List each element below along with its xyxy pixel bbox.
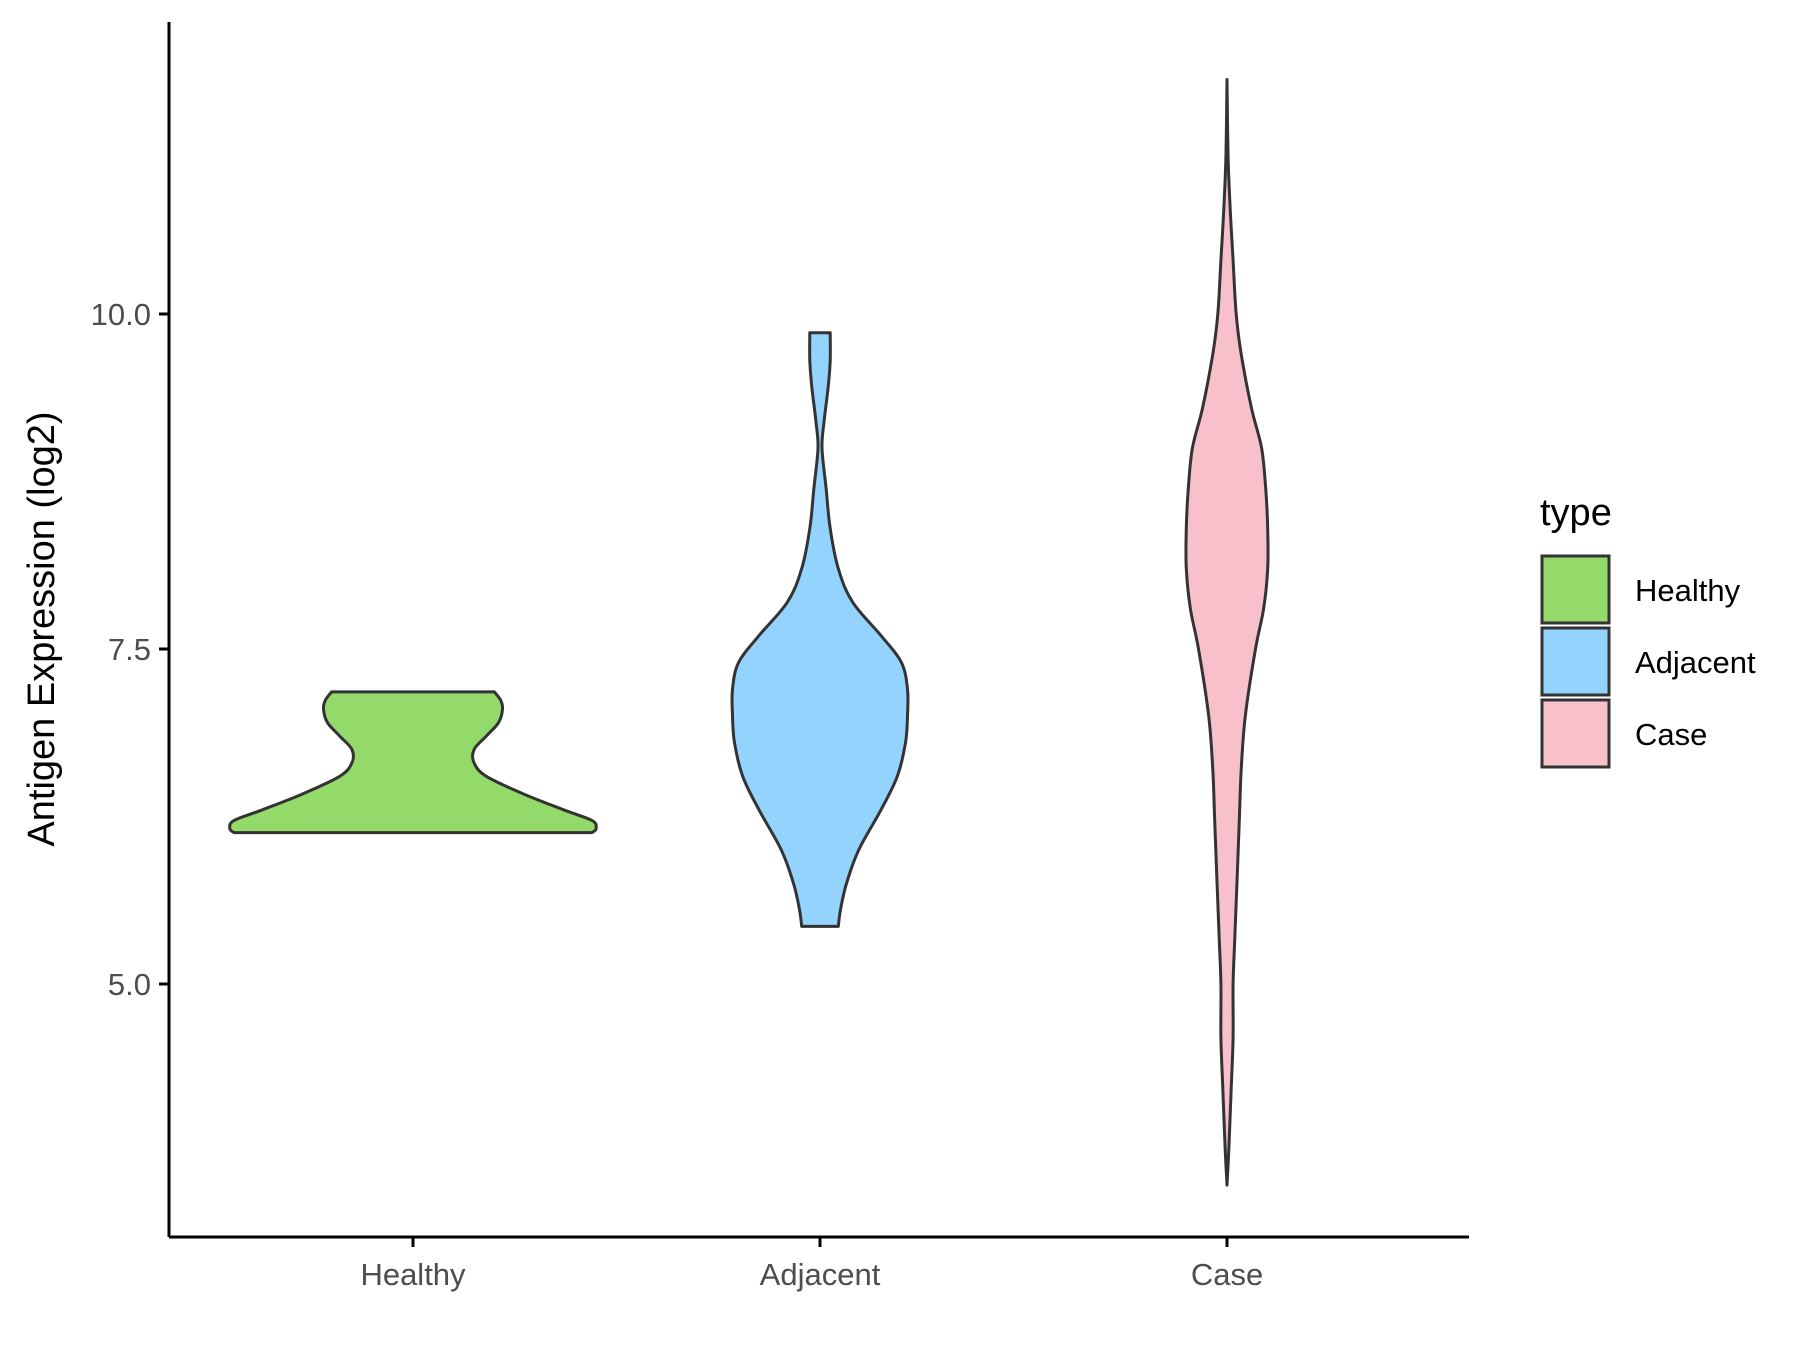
legend-title: type <box>1540 492 1612 534</box>
y-tick-label: 5.0 <box>108 967 151 1002</box>
x-tick-label: Case <box>1191 1257 1263 1292</box>
x-tick-label: Healthy <box>360 1257 466 1292</box>
y-axis-title: Antigen Expression (log2) <box>21 411 63 846</box>
y-tick-label: 7.5 <box>108 632 151 667</box>
plot-area <box>228 78 1270 1187</box>
legend-label-healthy: Healthy <box>1635 573 1741 608</box>
legend-label-adjacent: Adjacent <box>1635 645 1756 680</box>
violin-case <box>1184 78 1270 1187</box>
x-tick-label: Adjacent <box>760 1257 881 1292</box>
legend: type Healthy Adjacent Case <box>1540 492 1756 769</box>
y-tick-label: 10.0 <box>91 297 151 332</box>
y-ticks: 5.0 7.5 10.0 <box>91 297 169 1002</box>
legend-swatch-adjacent <box>1540 626 1611 697</box>
legend-entries: Healthy Adjacent Case <box>1540 554 1756 769</box>
violin-adjacent <box>730 331 910 928</box>
x-ticks: Healthy Adjacent Case <box>360 1237 1263 1292</box>
violin-healthy <box>228 690 598 835</box>
legend-label-case: Case <box>1635 717 1707 752</box>
legend-swatch-healthy <box>1540 554 1611 625</box>
legend-swatch-case <box>1540 698 1611 769</box>
